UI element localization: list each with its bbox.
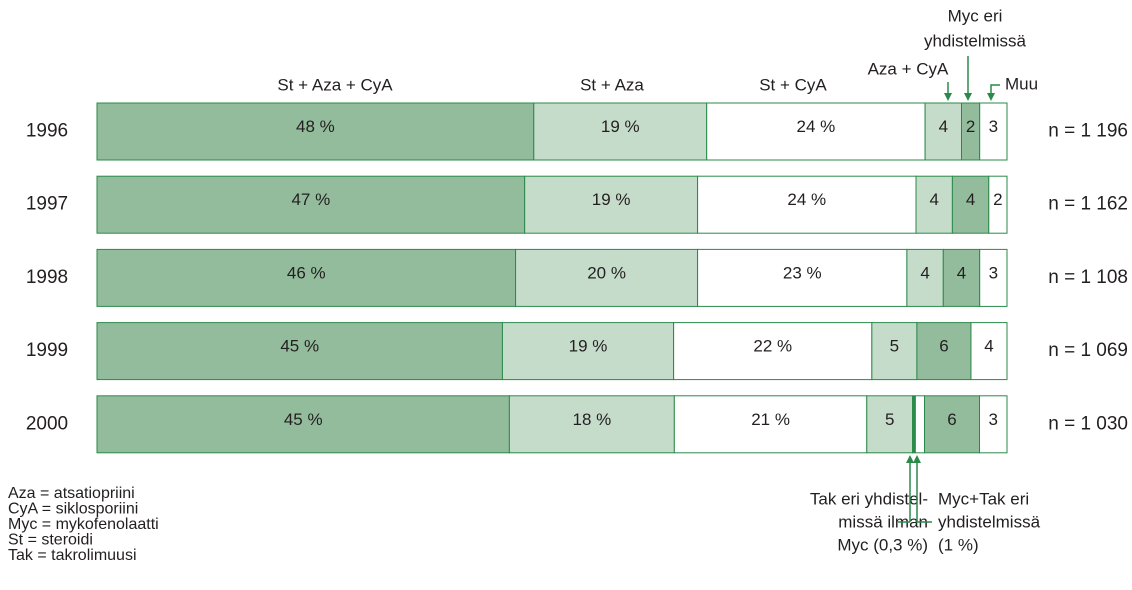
value-label: 2 — [993, 190, 1002, 209]
series-label: St + Aza — [580, 75, 644, 94]
arrow-head — [987, 93, 995, 101]
n-label: n = 1 196 — [1048, 121, 1128, 142]
bar-segment — [866, 395, 914, 454]
note: Tak = takrolimuusi — [8, 547, 137, 564]
bar-segment — [96, 395, 510, 454]
value-label: 4 — [920, 263, 929, 282]
bar-segment — [924, 395, 981, 454]
n-label: n = 1 108 — [1048, 267, 1128, 288]
value-label: 48 % — [296, 117, 335, 136]
bar-segment — [915, 175, 953, 234]
value-label: 21 % — [751, 410, 790, 429]
value-label: 3 — [989, 117, 998, 136]
value-label: 2 — [966, 117, 975, 136]
value-label: 4 — [957, 263, 966, 282]
value-label: 19 % — [569, 337, 608, 356]
bar-segment — [697, 175, 917, 234]
value-label: 19 % — [592, 190, 631, 209]
series-label: missä ilman — [838, 512, 928, 531]
value-label: 22 % — [753, 337, 792, 356]
value-label: 3 — [989, 263, 998, 282]
value-label: 6 — [939, 337, 948, 356]
bar-segment — [906, 248, 944, 307]
value-label: 4 — [984, 337, 993, 356]
y-tick-label: 1996 — [26, 121, 68, 142]
bar-segment — [96, 102, 535, 161]
bar-segment — [697, 248, 908, 307]
value-label: 4 — [966, 190, 975, 209]
bar-segment — [970, 322, 1008, 381]
bar-segment — [951, 175, 990, 234]
bar-segment — [96, 248, 517, 307]
bar-segment — [524, 175, 699, 234]
value-label: 45 % — [280, 337, 319, 356]
arrow-head — [906, 455, 914, 463]
y-tick-label: 1998 — [26, 267, 68, 288]
series-label: Aza + CyA — [868, 59, 949, 78]
series-label: Myc (0,3 %) — [837, 535, 928, 554]
bar-segment — [979, 248, 1008, 307]
value-label: 24 % — [787, 190, 826, 209]
series-label: St + Aza + CyA — [277, 75, 393, 94]
series-label: yhdistelmissä — [924, 31, 1027, 50]
series-label: Muu — [1005, 74, 1038, 93]
y-tick-label: 1997 — [26, 194, 68, 215]
value-label: 3 — [989, 410, 998, 429]
value-label: 5 — [890, 337, 899, 356]
bar-segment — [706, 102, 926, 161]
value-label: 6 — [947, 410, 956, 429]
series-label: Myc eri — [948, 6, 1003, 25]
bar-segment — [501, 322, 675, 381]
bar-segment — [979, 102, 1008, 161]
series-label: St + CyA — [759, 75, 827, 94]
bar-segment — [96, 175, 526, 234]
value-label: 23 % — [783, 263, 822, 282]
bar-segment — [673, 395, 868, 454]
value-label: 19 % — [601, 117, 640, 136]
bar-segment — [988, 175, 1008, 234]
note: CyA = siklosporiini — [8, 501, 138, 518]
series-label: (1 %) — [938, 535, 979, 554]
value-label: 4 — [929, 190, 938, 209]
n-label: n = 1 162 — [1048, 194, 1128, 215]
value-label: 47 % — [291, 190, 330, 209]
value-label: 46 % — [287, 263, 326, 282]
value-label: 45 % — [284, 410, 323, 429]
n-label: n = 1 069 — [1048, 340, 1128, 361]
bar-segment — [914, 395, 926, 454]
arrow — [916, 458, 932, 523]
bar-segment — [515, 248, 699, 307]
bar-segment — [508, 395, 675, 454]
value-label: 20 % — [587, 263, 626, 282]
bar-segment — [96, 322, 503, 381]
value-label: 4 — [939, 117, 948, 136]
n-label: n = 1 030 — [1048, 413, 1128, 434]
series-label: Tak eri yhdistel- — [810, 489, 928, 508]
y-tick-label: 2000 — [26, 413, 68, 434]
bar-segment — [533, 102, 708, 161]
arrow-head — [964, 93, 972, 101]
note: Myc = mykofenolaatti — [8, 516, 159, 533]
value-label: 5 — [885, 410, 894, 429]
y-tick-label: 1999 — [26, 340, 68, 361]
value-label: 24 % — [797, 117, 836, 136]
bar-segment — [916, 322, 972, 381]
arrow-head — [944, 93, 952, 101]
series-label: Myc+Tak eri — [938, 489, 1029, 508]
bar-segment — [979, 395, 1008, 454]
note: St = steroidi — [8, 532, 93, 549]
value-label: 18 % — [572, 410, 611, 429]
note: Aza = atsatiopriini — [8, 485, 135, 502]
series-label: yhdistelmissä — [938, 512, 1041, 531]
arrow-head — [913, 455, 921, 463]
